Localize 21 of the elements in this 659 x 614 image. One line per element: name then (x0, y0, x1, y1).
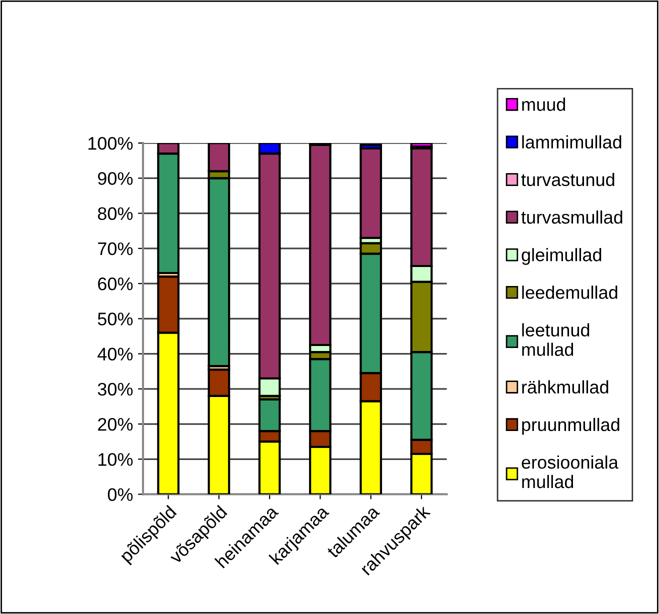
legend-label: pruunmullad (522, 418, 620, 435)
legend-label: gleimullad (522, 248, 602, 265)
legend-label: erosiooniala mullad (522, 455, 618, 488)
y-tick-label: 0% (108, 488, 133, 501)
y-tick-label: 30% (98, 382, 133, 396)
legend-label: turvasmullad (521, 210, 622, 224)
legend-label: lammimullad (522, 135, 622, 149)
legend-label: turvastunud (521, 172, 614, 186)
y-tick-label: 40% (98, 348, 133, 361)
legend-label: muud (522, 98, 566, 111)
legend-label: rähkmullad (522, 380, 608, 394)
y-tick-label: 60% (98, 277, 133, 290)
y-tick-label: 70% (98, 242, 133, 256)
y-tick-label: 50% (98, 312, 133, 326)
legend-label: leetunud mullad (522, 323, 590, 356)
legend-label: leedemullad (522, 286, 618, 299)
y-tick-label: 80% (98, 207, 133, 220)
y-tick-label: 100% (88, 136, 133, 150)
y-tick-label: 90% (98, 172, 133, 185)
y-tick-label: 20% (98, 418, 133, 431)
y-tick-label: 10% (98, 453, 133, 466)
